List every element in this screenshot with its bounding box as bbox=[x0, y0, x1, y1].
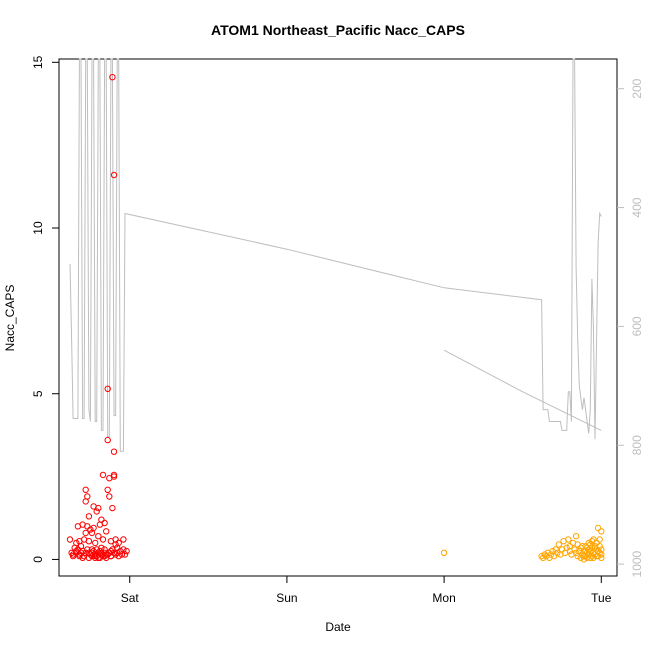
data-point bbox=[101, 519, 108, 527]
data-point bbox=[76, 552, 83, 560]
data-point bbox=[572, 549, 580, 556]
data-point bbox=[554, 549, 561, 556]
plot-frame bbox=[58, 58, 618, 577]
data-point bbox=[596, 536, 603, 543]
data-point bbox=[66, 536, 74, 543]
data-point bbox=[95, 533, 102, 540]
right-tick-label: 600 bbox=[630, 316, 644, 336]
data-point bbox=[101, 552, 108, 560]
data-point bbox=[550, 552, 558, 560]
y-axis-label: Nacc_CAPS bbox=[3, 285, 17, 352]
data-point bbox=[594, 524, 602, 532]
data-point bbox=[88, 546, 96, 553]
right-axis: 200 400 600 800 1000 bbox=[617, 78, 644, 577]
data-point bbox=[110, 549, 118, 556]
x-tick-label: Tue bbox=[591, 591, 612, 605]
y-tick-label: 0 bbox=[31, 556, 45, 563]
data-point bbox=[99, 471, 107, 479]
data-point bbox=[90, 524, 97, 532]
data-point bbox=[84, 493, 91, 500]
data-point bbox=[69, 552, 77, 560]
y-tick-label: 10 bbox=[31, 221, 45, 235]
data-point bbox=[104, 486, 111, 493]
y-tick-label: 5 bbox=[31, 390, 45, 397]
data-point bbox=[85, 554, 93, 561]
data-point bbox=[84, 546, 91, 553]
data-point bbox=[109, 504, 116, 512]
data-point bbox=[103, 528, 110, 535]
data-point bbox=[593, 552, 600, 560]
x-tick-label: Sat bbox=[121, 591, 140, 605]
data-point bbox=[541, 551, 548, 558]
data-point bbox=[565, 536, 572, 543]
right-tick-label: 1000 bbox=[630, 550, 644, 577]
data-point bbox=[566, 543, 573, 550]
data-point bbox=[115, 539, 122, 547]
data-point bbox=[87, 526, 94, 533]
x-axis-label: Date bbox=[325, 620, 351, 634]
x-tick-label: Mon bbox=[432, 591, 455, 605]
data-point bbox=[591, 544, 599, 551]
data-point bbox=[79, 554, 86, 561]
y-axis: 0 5 10 15 bbox=[31, 55, 59, 563]
chart-title: ATOM1 Northeast_Pacific Nacc_CAPS bbox=[211, 22, 465, 38]
data-point bbox=[104, 436, 111, 444]
data-point bbox=[120, 536, 127, 543]
data-point bbox=[579, 543, 586, 550]
data-point bbox=[588, 552, 596, 560]
data-point bbox=[538, 552, 545, 560]
data-point bbox=[95, 554, 102, 561]
data-point bbox=[85, 513, 93, 520]
data-point bbox=[84, 523, 91, 530]
y-tick-label: 15 bbox=[31, 55, 45, 69]
data-point bbox=[580, 552, 588, 560]
data-point bbox=[92, 552, 99, 560]
data-point bbox=[104, 385, 111, 392]
data-point bbox=[587, 554, 594, 561]
data-point bbox=[98, 549, 105, 556]
pressure-line-layer bbox=[69, 58, 602, 452]
data-point bbox=[121, 551, 129, 558]
data-point bbox=[110, 471, 118, 479]
points-layer bbox=[66, 74, 605, 563]
right-tick-label: 400 bbox=[630, 197, 644, 217]
data-point bbox=[85, 538, 93, 545]
data-point bbox=[92, 539, 99, 547]
data-point bbox=[110, 448, 118, 455]
pressure-line-segment bbox=[69, 58, 602, 452]
data-point bbox=[552, 546, 559, 553]
data-point bbox=[590, 536, 597, 543]
data-point bbox=[117, 547, 124, 555]
data-point bbox=[572, 533, 580, 540]
x-tick-label: Sun bbox=[276, 591, 297, 605]
data-point bbox=[547, 551, 555, 558]
data-point bbox=[109, 74, 116, 81]
data-point bbox=[598, 528, 605, 535]
data-point bbox=[440, 549, 448, 556]
data-point bbox=[88, 549, 96, 556]
data-point bbox=[590, 554, 597, 561]
data-point bbox=[110, 171, 118, 179]
data-point bbox=[123, 547, 130, 555]
right-tick-label: 200 bbox=[630, 78, 644, 98]
data-point bbox=[98, 516, 105, 523]
pressure-line-segment bbox=[443, 349, 602, 431]
data-point bbox=[82, 529, 89, 537]
data-point bbox=[95, 504, 102, 512]
data-point bbox=[104, 551, 111, 558]
data-point bbox=[555, 541, 562, 548]
data-point bbox=[539, 554, 547, 561]
data-point bbox=[82, 549, 89, 556]
right-tick-label: 800 bbox=[630, 435, 644, 455]
data-point bbox=[106, 493, 113, 500]
data-point bbox=[580, 556, 588, 563]
data-point bbox=[99, 536, 107, 543]
x-axis: Sat Sun Mon Tue bbox=[121, 576, 612, 605]
data-point bbox=[93, 508, 100, 515]
data-point bbox=[73, 539, 80, 547]
data-point bbox=[82, 486, 89, 493]
